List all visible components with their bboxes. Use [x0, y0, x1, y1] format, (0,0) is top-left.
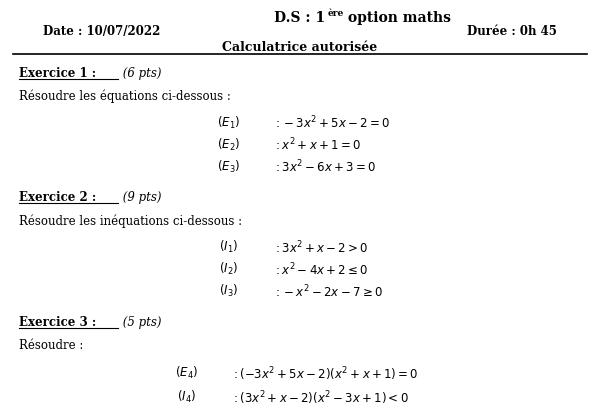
Text: $: (-3x^2+5x-2)(x^2+x+1)=0$: $: (-3x^2+5x-2)(x^2+x+1)=0$: [232, 365, 419, 383]
Text: $(E_4)$: $(E_4)$: [175, 365, 198, 382]
Text: Résoudre les inéquations ci-dessous :: Résoudre les inéquations ci-dessous :: [19, 214, 242, 228]
Text: Date : 10/07/2022: Date : 10/07/2022: [43, 25, 161, 38]
Text: $(I_2)$: $(I_2)$: [219, 261, 238, 277]
Text: ère: ère: [328, 9, 344, 18]
Text: $(E_2)$: $(E_2)$: [217, 137, 240, 153]
Text: (6 pts): (6 pts): [119, 67, 161, 80]
Text: Exercice 2 :: Exercice 2 :: [19, 191, 97, 204]
Text: Résoudre les équations ci-dessous :: Résoudre les équations ci-dessous :: [19, 90, 231, 103]
Text: $(E_3)$: $(E_3)$: [217, 159, 240, 175]
Text: (5 pts): (5 pts): [119, 315, 161, 329]
Text: option maths: option maths: [343, 11, 451, 25]
Text: $: -3x^2+5x-2=0$: $: -3x^2+5x-2=0$: [273, 115, 391, 132]
Text: $: x^2+x+1=0$: $: x^2+x+1=0$: [273, 137, 361, 153]
Text: (9 pts): (9 pts): [119, 191, 161, 204]
Text: $(I_1)$: $(I_1)$: [219, 239, 238, 256]
Text: $: 3x^2-6x+3=0$: $: 3x^2-6x+3=0$: [273, 159, 376, 175]
Text: $: 3x^2+x-2>0$: $: 3x^2+x-2>0$: [273, 239, 368, 256]
Text: $: x^2-4x+2\leq 0$: $: x^2-4x+2\leq 0$: [273, 261, 368, 278]
Text: Calculatrice autorisée: Calculatrice autorisée: [223, 40, 377, 54]
Text: Exercice 3 :: Exercice 3 :: [19, 315, 97, 329]
Text: D.S : 1: D.S : 1: [274, 11, 326, 25]
Text: Durée : 0h 45: Durée : 0h 45: [467, 25, 557, 38]
Text: Résoudre :: Résoudre :: [19, 339, 83, 352]
Text: $(I_3)$: $(I_3)$: [219, 284, 238, 299]
Text: $(E_1)$: $(E_1)$: [217, 115, 240, 131]
Text: Exercice 1 :: Exercice 1 :: [19, 67, 97, 80]
Text: $: -x^2-2x-7\geq 0$: $: -x^2-2x-7\geq 0$: [273, 284, 383, 300]
Text: $: (3x^2+x-2)(x^2-3x+1)<0$: $: (3x^2+x-2)(x^2-3x+1)<0$: [232, 389, 409, 405]
Text: $(I_4)$: $(I_4)$: [177, 389, 196, 405]
